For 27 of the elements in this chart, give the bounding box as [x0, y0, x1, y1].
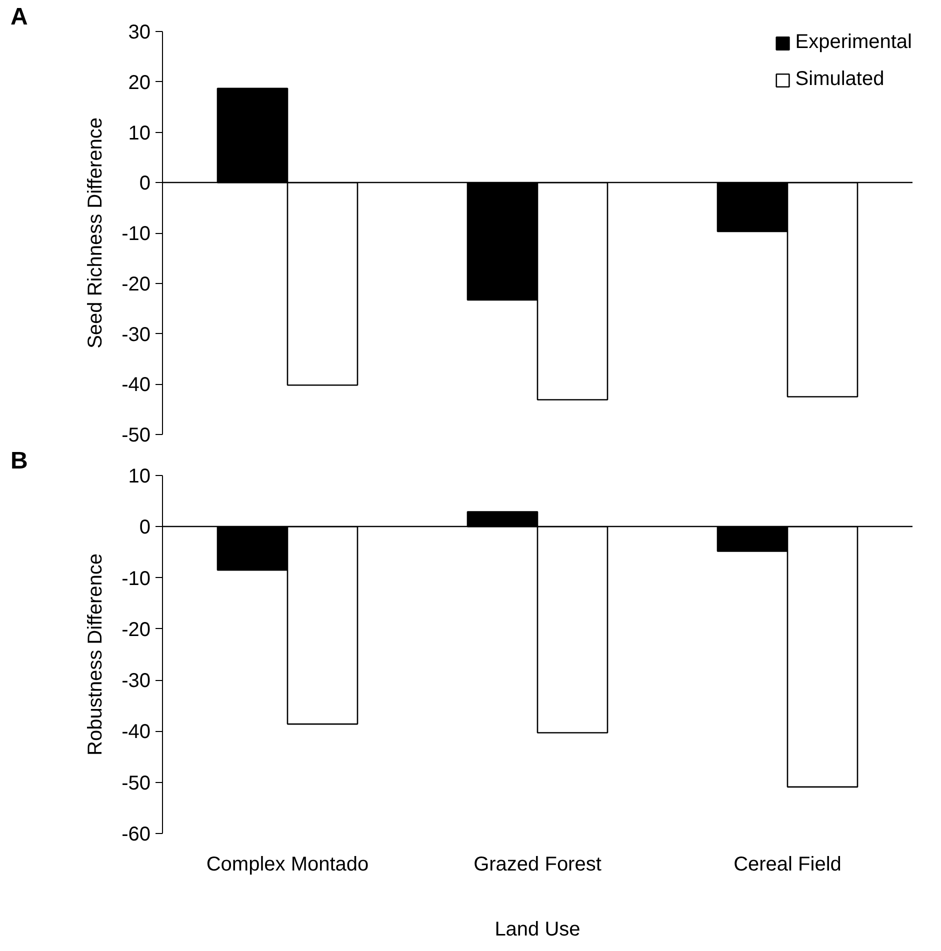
y-tick-label: -10 — [122, 568, 150, 590]
y-tick-label: -30 — [122, 670, 150, 692]
x-tick-label: Cereal Field — [734, 854, 842, 876]
y-axis-title: Robustness Difference — [84, 554, 107, 756]
y-tick-label: 30 — [128, 22, 151, 44]
y-tick-label: -40 — [122, 721, 150, 744]
y-tick-label: -10 — [122, 223, 150, 245]
y-tick-label: 0 — [139, 516, 150, 539]
text: B — [10, 448, 28, 474]
y-tick-label: -30 — [122, 324, 150, 346]
y-tick-label: 10 — [128, 466, 151, 488]
y-tick-label: -20 — [122, 273, 150, 296]
legend-label: Experimental — [795, 31, 912, 54]
y-tick-label: 0 — [139, 172, 150, 195]
y-axis-title: Seed Richness Difference — [84, 118, 107, 348]
y-tick-label: 20 — [128, 72, 151, 94]
y-tick-label: -40 — [122, 374, 150, 396]
x-axis-title: Land Use — [494, 918, 580, 940]
text: A — [10, 4, 28, 30]
y-tick-label: -50 — [122, 772, 150, 794]
y-tick-label: -60 — [122, 824, 150, 846]
y-tick-label: 10 — [128, 122, 151, 144]
y-tick-label: -50 — [122, 424, 150, 446]
x-tick-label: Grazed Forest — [474, 854, 602, 876]
x-tick-label: Complex Montado — [206, 854, 369, 876]
y-tick-label: -20 — [122, 618, 150, 641]
legend-label: Simulated — [795, 68, 884, 91]
